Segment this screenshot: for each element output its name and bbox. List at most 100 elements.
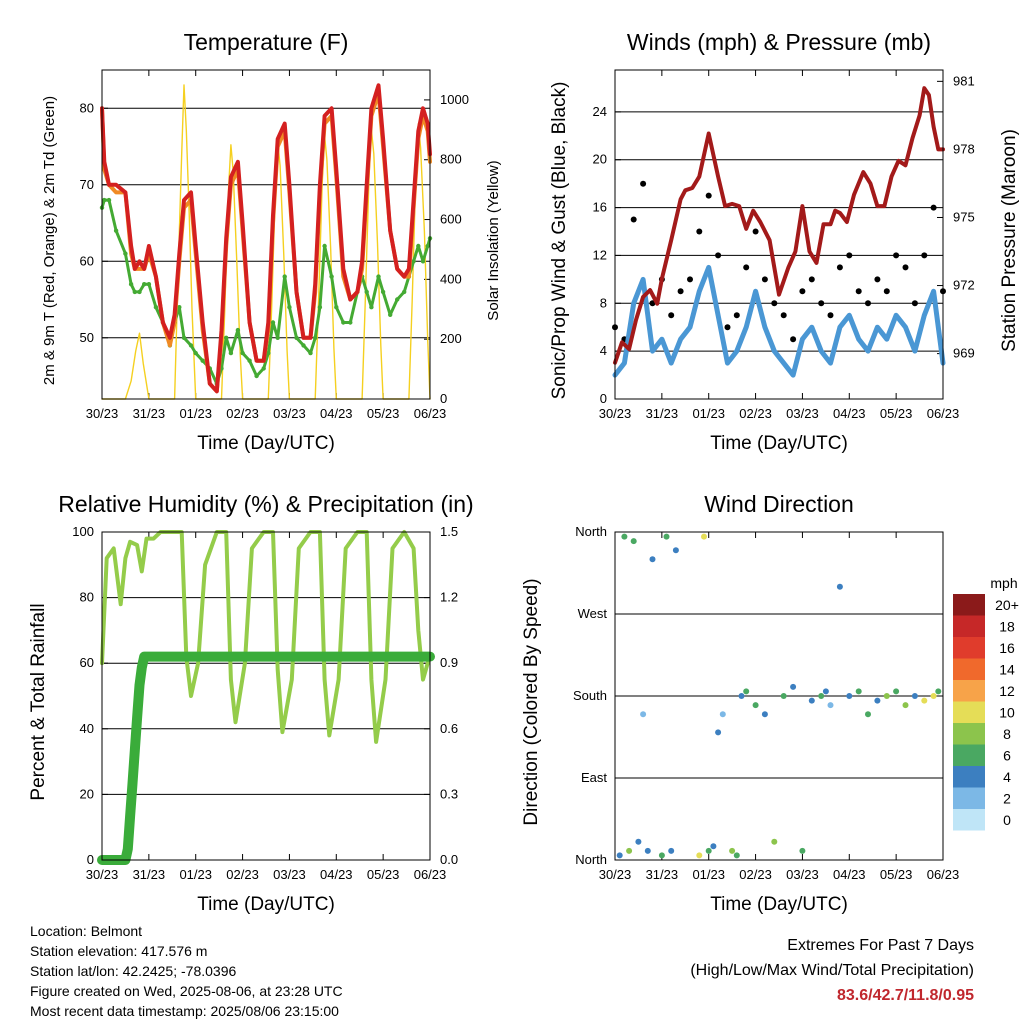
dewpoint-point — [102, 197, 107, 203]
gust-point — [733, 312, 740, 319]
plot-border — [101, 531, 431, 861]
direction-point — [663, 533, 670, 540]
x-tick-label: 04/23 — [320, 406, 353, 421]
x-tick-label: 05/23 — [367, 867, 400, 882]
dewpoint-point — [308, 350, 313, 356]
legend-swatch — [953, 637, 985, 659]
direction-point — [696, 852, 703, 859]
legend-label: 20+ — [995, 597, 1019, 613]
direction-point — [616, 852, 623, 859]
legend-swatch — [953, 787, 985, 809]
dewpoint-point — [247, 358, 252, 363]
legend-swatch — [953, 680, 985, 702]
legend-swatch — [953, 809, 985, 831]
x-tick-label: 02/23 — [739, 406, 772, 421]
y-tick-label-right: 200 — [440, 331, 462, 346]
plot-border — [614, 69, 944, 400]
y-tick-label-right: 981 — [953, 73, 975, 88]
legend-label: 2 — [1003, 790, 1011, 806]
x-tick-label: 05/23 — [880, 406, 913, 421]
plot-border — [101, 69, 431, 400]
legend-swatch — [953, 744, 985, 766]
extremes-values: 83.6/42.7/11.8/0.95 — [836, 987, 974, 1004]
y-tick-label: North — [575, 524, 607, 539]
dewpoint-point — [348, 320, 353, 325]
gust-point — [808, 276, 815, 283]
dewpoint-point — [402, 289, 407, 295]
latlon-text: Station lat/lon: 42.2425; -78.0396 — [30, 963, 237, 979]
y-axis-label: 2m & 9m T (Red, Orange) & 2m Td (Green) — [41, 96, 58, 385]
direction-point — [715, 729, 722, 736]
precipitation-line — [97, 651, 435, 865]
y-tick-label-right: 1.5 — [440, 524, 458, 539]
y-axis-label: Percent & Total Rainfall — [28, 603, 49, 800]
x-tick-label: 31/23 — [646, 867, 679, 882]
y-axis-label: Direction (Colored By Speed) — [521, 578, 542, 825]
created-text: Figure created on Wed, 2025-08-06, at 23… — [30, 983, 343, 999]
gust-point — [668, 312, 675, 319]
dewpoint-point — [369, 305, 374, 310]
panel-2: Winds (mph) & Pressure (mb) 30/23 31/23 01/… — [549, 29, 1020, 454]
x-tick-label: 30/23 — [599, 406, 632, 421]
direction-point — [780, 693, 787, 699]
direction-point — [808, 697, 815, 704]
figure: Temperature (F) 30/23 31/23 01/23 02/23 03/23… — [28, 29, 1020, 915]
dewpoint-point — [228, 350, 234, 356]
dewpoint-point — [153, 305, 159, 310]
dewpoint-point — [106, 197, 112, 203]
x-tick-label: 02/23 — [226, 406, 259, 421]
gust-point — [874, 276, 881, 283]
gust-point — [640, 180, 647, 187]
gust-point — [790, 336, 797, 343]
y-tick-label: 80 — [80, 100, 94, 115]
direction-point — [846, 693, 853, 699]
direction-point — [790, 683, 797, 690]
dewpoint-point — [376, 274, 381, 279]
dewpoint-point — [142, 282, 147, 287]
y-tick-label-right: 0.0 — [440, 852, 458, 867]
speed-legend: mph 20+ 18 16 14 12 10 8 6 4 2 0 — [953, 575, 1019, 831]
panel-1: Temperature (F) 30/23 31/23 01/23 02/23 03/23… — [41, 29, 502, 454]
legend-label: 8 — [1003, 726, 1011, 742]
legend-label: 12 — [999, 683, 1015, 699]
dewpoint-point — [341, 320, 346, 325]
dewpoint-point — [193, 350, 198, 356]
y-tick-label: 24 — [593, 104, 607, 119]
direction-point — [836, 583, 843, 590]
plot-border — [614, 531, 944, 861]
y-tick-label-right: 0 — [440, 391, 447, 406]
direction-point — [883, 693, 890, 699]
direction-point — [738, 693, 745, 699]
x-tick-label: 02/23 — [226, 867, 259, 882]
gust-point — [687, 276, 693, 283]
dewpoint-point — [261, 366, 266, 371]
direction-point — [705, 847, 712, 854]
gust-point — [771, 300, 778, 307]
legend-swatch — [953, 615, 985, 637]
y-tick-label: 70 — [80, 177, 94, 192]
legend-swatch — [953, 701, 985, 723]
dewpoint-point — [380, 289, 386, 295]
panel-3: Relative Humidity (%) & Precipitation (i… — [28, 491, 474, 915]
pressure-line — [613, 86, 945, 365]
gust-point — [818, 300, 825, 307]
gust-point — [930, 204, 937, 211]
direction-point — [743, 688, 750, 695]
x-tick-label: 01/23 — [179, 867, 212, 882]
gust-point — [846, 252, 853, 259]
y-tick-label-right: 0.9 — [440, 655, 458, 670]
y-tick-label: 0 — [87, 852, 94, 867]
direction-point — [658, 852, 665, 859]
gust-point — [780, 312, 787, 319]
panel-title: Winds (mph) & Pressure (mb) — [627, 29, 931, 55]
direction-point — [827, 702, 834, 709]
x-tick-label: 04/23 — [833, 406, 866, 421]
dewpoint-point — [254, 373, 259, 379]
extremes-subtitle: (High/Low/Max Wind/Total Precipitation) — [690, 962, 974, 979]
legend-label: 16 — [999, 640, 1015, 656]
x-tick-label: 04/23 — [833, 867, 866, 882]
gust-point — [911, 300, 918, 307]
gust-point — [893, 252, 900, 259]
dewpoint-point — [388, 312, 393, 317]
x-tick-label: 03/23 — [786, 406, 819, 421]
